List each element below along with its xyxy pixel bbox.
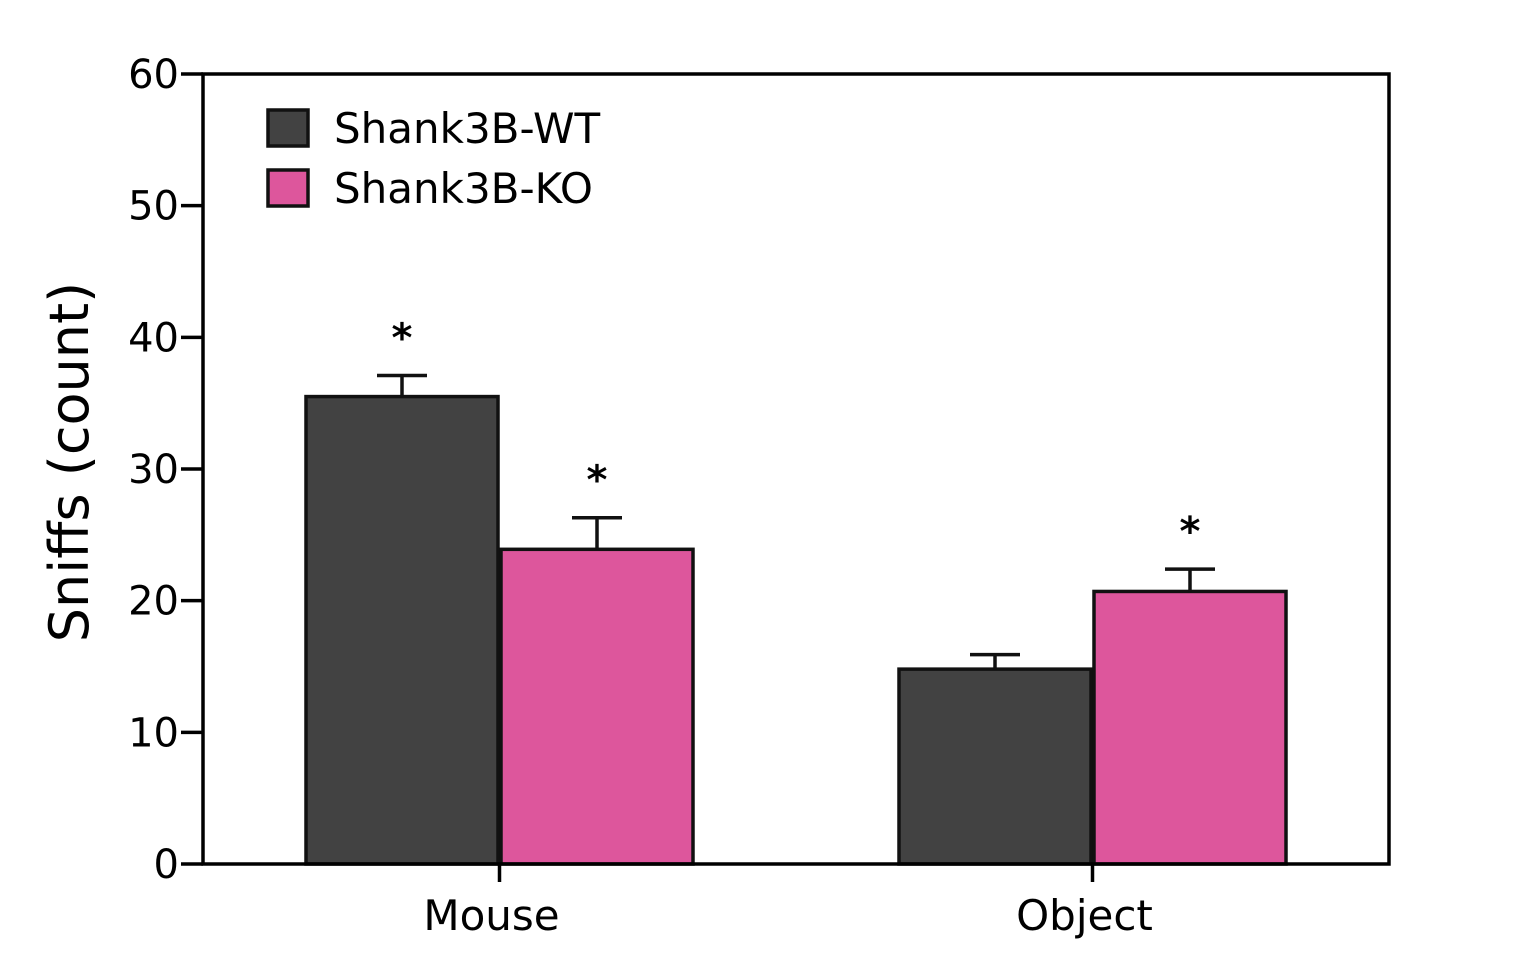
y-tick-label: 50 bbox=[128, 184, 179, 230]
y-axis: 0 10 20 30 40 50 60 bbox=[128, 52, 203, 888]
y-axis-label: Sniffs (count) bbox=[38, 282, 101, 643]
legend: Shank3B-WT Shank3B-KO bbox=[266, 104, 600, 213]
bar bbox=[304, 394, 500, 866]
legend-swatch bbox=[266, 108, 310, 148]
significance-star: * bbox=[392, 316, 413, 362]
error-bars-layer bbox=[377, 373, 1215, 670]
y-tick-label: 40 bbox=[128, 315, 179, 361]
y-tick-label: 60 bbox=[128, 52, 179, 98]
x-axis: Mouse Object bbox=[423, 864, 1153, 940]
y-tick-label: 30 bbox=[128, 447, 179, 493]
y-tick-label: 20 bbox=[128, 579, 179, 625]
x-category-label: Object bbox=[1016, 891, 1153, 940]
bars-layer bbox=[304, 394, 1288, 866]
legend-swatch bbox=[266, 168, 310, 208]
bar bbox=[1092, 589, 1288, 866]
significance-star: * bbox=[1180, 509, 1201, 555]
legend-label: Shank3B-KO bbox=[334, 164, 593, 213]
significance-layer: * * * bbox=[392, 316, 1201, 556]
legend-label: Shank3B-WT bbox=[334, 104, 600, 153]
x-category-label: Mouse bbox=[423, 891, 559, 940]
y-tick-label: 0 bbox=[154, 842, 179, 888]
bar bbox=[499, 547, 695, 866]
y-tick-label: 10 bbox=[128, 710, 179, 756]
bar bbox=[897, 667, 1093, 866]
significance-star: * bbox=[587, 458, 608, 504]
